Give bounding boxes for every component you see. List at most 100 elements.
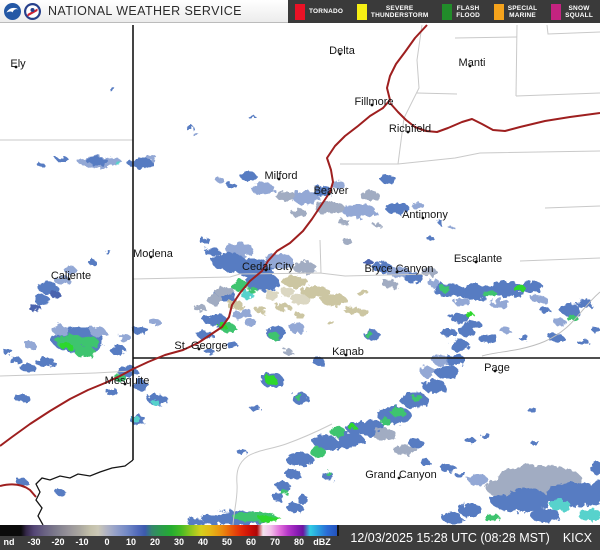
radar-echo xyxy=(251,183,275,195)
radar-echo xyxy=(255,307,267,313)
city-dot xyxy=(474,260,478,264)
radar-echo xyxy=(391,407,405,417)
radar-echo xyxy=(280,489,288,495)
city-label-fillmore: Fillmore xyxy=(354,96,393,108)
radar-echo xyxy=(106,388,118,396)
city-label-delta: Delta xyxy=(329,45,356,57)
radar-echo xyxy=(132,416,140,422)
city-label-grand-canyon: Grand Canyon xyxy=(365,469,437,481)
radar-echo xyxy=(530,441,540,445)
scale-divider xyxy=(337,525,339,536)
radar-echo xyxy=(321,294,347,306)
radar-echo xyxy=(313,358,325,366)
radar-echo xyxy=(199,238,211,244)
radar-echo xyxy=(435,365,459,379)
radar-echo xyxy=(226,342,238,348)
radar-echo xyxy=(554,318,566,326)
radar-echo xyxy=(60,342,72,350)
city-dot xyxy=(370,103,374,107)
radar-echo xyxy=(203,314,227,326)
dbz-tick: 20 xyxy=(149,537,161,547)
radar-echo xyxy=(132,326,148,334)
radar-echo-layer xyxy=(3,88,600,525)
city-label-cedar-city: Cedar City xyxy=(242,261,294,273)
radar-echo xyxy=(114,374,126,382)
radar-echo xyxy=(449,226,455,230)
radar-echo xyxy=(373,429,397,441)
radar-echo xyxy=(466,312,474,318)
radar-map[interactable]: Ely Delta Manti Fillmore Richfield Milford Bea… xyxy=(0,23,600,525)
city-dot xyxy=(493,369,497,373)
highway-stub xyxy=(0,483,37,498)
app-title: NATIONAL WEATHER SERVICE xyxy=(48,4,242,18)
radar-echo xyxy=(297,496,309,504)
city-label-modena: Modena xyxy=(133,248,174,260)
radar-echo xyxy=(29,304,41,312)
radar-echo xyxy=(110,345,126,355)
radar-echo xyxy=(110,88,116,92)
legend-label: FLASH FLOOD xyxy=(456,4,480,19)
radar-echo xyxy=(202,515,222,525)
radar-echo xyxy=(513,284,525,292)
radar-echo xyxy=(560,304,580,316)
dbz-tick: nd xyxy=(3,537,15,547)
radar-echo xyxy=(14,394,30,402)
radar-echo xyxy=(432,355,448,365)
radar-echo xyxy=(412,202,424,210)
radar-echo xyxy=(468,474,488,486)
city-dot xyxy=(397,476,401,480)
radar-echo xyxy=(481,434,491,438)
legend-label: SNOW SQUALL xyxy=(565,4,593,19)
city-dot xyxy=(406,130,410,134)
radar-echo xyxy=(486,480,514,496)
radar-map-canvas[interactable]: Ely Delta Manti Fillmore Richfield Milford Bea… xyxy=(0,23,600,525)
city-dot xyxy=(123,382,127,386)
city-dot xyxy=(149,255,153,259)
city-dot xyxy=(468,64,472,68)
radar-echo xyxy=(147,155,157,161)
radar-echo xyxy=(348,424,356,430)
radar-echo xyxy=(282,276,308,288)
dbz-tick: 70 xyxy=(269,537,281,547)
dbz-color-scale xyxy=(0,525,337,536)
radar-echo xyxy=(283,349,293,355)
radar-echo xyxy=(248,115,256,119)
radar-echo xyxy=(519,335,529,341)
city-dot xyxy=(338,52,342,56)
radar-echo xyxy=(295,313,305,319)
radar-echo xyxy=(590,480,600,500)
radar-echo xyxy=(521,281,543,293)
legend-swatch xyxy=(493,3,504,20)
radar-echo xyxy=(458,326,474,336)
timestamp: 12/03/2025 15:28 UTC (08:28 MST) xyxy=(350,530,550,545)
radar-echo xyxy=(578,509,600,521)
radar-echo xyxy=(244,318,256,326)
radar-echo xyxy=(440,285,450,293)
radar-echo xyxy=(227,183,237,189)
radar-echo xyxy=(216,177,224,183)
legend-item-tornado: TORNADO xyxy=(295,3,343,20)
radar-echo xyxy=(248,287,258,293)
county-borders xyxy=(0,24,600,525)
city-label-page: Page xyxy=(484,362,510,374)
radar-echo xyxy=(458,503,482,517)
radar-echo xyxy=(310,447,326,457)
radar-echo xyxy=(265,375,277,385)
radar-echo xyxy=(241,291,253,299)
radar-echo xyxy=(540,307,550,313)
highways xyxy=(0,24,600,498)
radar-echo xyxy=(336,432,364,448)
radar-echo xyxy=(300,286,330,298)
radar-echo xyxy=(326,472,332,476)
city-label-st-george: St. George xyxy=(174,340,227,352)
radar-echo xyxy=(152,400,160,406)
dbz-tick: 30 xyxy=(173,537,185,547)
radar-echo xyxy=(276,481,290,491)
radar-echo xyxy=(342,204,376,218)
radar-echo xyxy=(197,331,213,339)
radar-station-id: KICX xyxy=(562,530,592,545)
radar-echo xyxy=(363,259,373,265)
city-dot xyxy=(197,347,201,351)
radar-echo xyxy=(426,236,434,240)
radar-echo xyxy=(478,333,498,343)
